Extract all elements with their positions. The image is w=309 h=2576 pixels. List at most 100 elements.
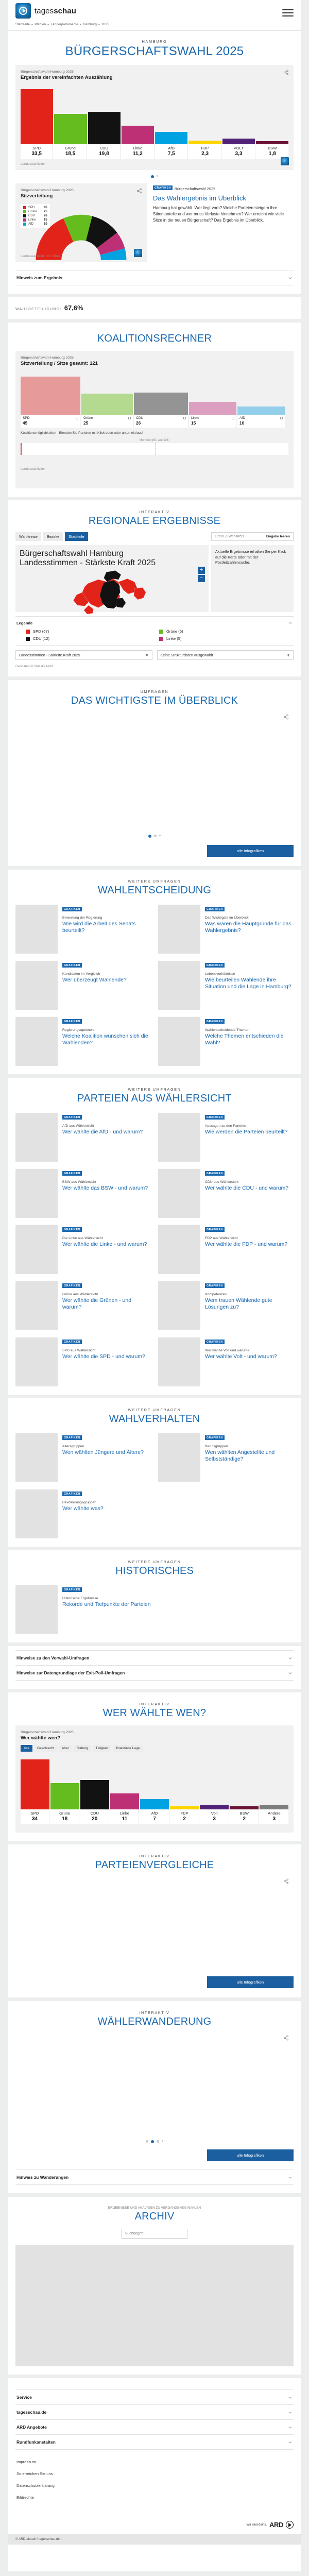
- teaser-title[interactable]: Wer wählte die Linke - und warum?: [62, 1241, 147, 1247]
- map-structure-select[interactable]: Keine Strukturdaten ausgewählt ⇕: [157, 650, 294, 660]
- filter-chip-bildung[interactable]: Bildung: [73, 1745, 91, 1752]
- teaser-title[interactable]: Wer wählte die AfD - und warum?: [62, 1129, 143, 1135]
- accordion-hinweis-wanderungen[interactable]: Hinweis zu Wanderungen: [15, 2170, 294, 2185]
- teaser-title[interactable]: Wer wählte die Grünen - und warum?: [62, 1297, 132, 1310]
- coalition-bar-column[interactable]: [134, 372, 188, 415]
- coalition-bar-column[interactable]: [237, 372, 285, 415]
- footer-accordion-rundfunkanstalten[interactable]: Rundfunkanstalten: [15, 2435, 294, 2450]
- teaser-title[interactable]: Rekorde und Tiefpunkte der Parteien: [62, 1601, 151, 1607]
- teaser-card[interactable]: GRAFIKEN SPD aus Wählersicht Wer wählte di…: [15, 1337, 151, 1386]
- teaser-card[interactable]: GRAFIKEN FDP aus Wählersicht Wer wählte di…: [158, 1225, 294, 1274]
- footer-accordion-service[interactable]: Service: [15, 2390, 294, 2405]
- hamburg-map[interactable]: [20, 570, 204, 615]
- menu-icon[interactable]: [282, 3, 294, 19]
- teaser-title[interactable]: Wem trauen Wählende gute Lösungen zu?: [205, 1297, 272, 1310]
- coalition-bar-column[interactable]: [189, 372, 236, 415]
- party-checkbox[interactable]: [128, 417, 131, 419]
- accordion-vorwahl-umfragen[interactable]: Hinweise zu den Vorwahl-Umfragen: [15, 1651, 294, 1666]
- tab-wahlkreise[interactable]: Wahlkreise: [15, 532, 41, 541]
- teaser-title[interactable]: Wer wählte die FDP - und warum?: [205, 1241, 288, 1247]
- tab-bezirke[interactable]: Bezirke: [43, 532, 63, 541]
- teaser-card[interactable]: GRAFIKEN Die Linke aus Wählersicht Wer wäh…: [15, 1225, 151, 1274]
- carousel-dot-1[interactable]: [146, 2140, 148, 2143]
- share-icon[interactable]: [283, 1878, 289, 1884]
- zoom-out-button[interactable]: −: [198, 575, 205, 582]
- teaser-card[interactable]: GRAFIKEN AfD aus Wählersicht Wer wählte di…: [15, 1113, 151, 1162]
- share-icon[interactable]: [283, 70, 289, 75]
- teaser-card[interactable]: GRAFIKEN Berufsgruppen Wen wählten Angeste…: [158, 1433, 294, 1482]
- teaser-title[interactable]: Wen wählten Jüngere und Ältere?: [62, 1449, 144, 1455]
- legend-header[interactable]: Legende: [16, 621, 293, 625]
- teaser-title[interactable]: Wer überzeugt Wählende?: [62, 977, 127, 983]
- coalition-bar-column[interactable]: [21, 372, 80, 415]
- footer-link-bildrechte[interactable]: Bildrechte: [16, 2495, 34, 2500]
- archive-search-input[interactable]: [122, 2229, 187, 2239]
- carousel-dot-4[interactable]: [162, 2140, 163, 2142]
- teaser-card[interactable]: GRAFIKEN Historische Ergebnisse Rekorde un…: [15, 1585, 151, 1634]
- filter-chip-geschlecht[interactable]: Geschlecht: [34, 1745, 57, 1752]
- carousel-dot-3[interactable]: [159, 835, 161, 836]
- coalition-bar-column[interactable]: [81, 372, 133, 415]
- filter-chip-alter[interactable]: Alter: [59, 1745, 72, 1752]
- teaser-title[interactable]: Wer wählte die SPD - und warum?: [62, 1353, 145, 1360]
- coalition-bar-grüne[interactable]: [81, 394, 133, 415]
- footer-accordion-ard-angebote[interactable]: ARD Angebote: [15, 2420, 294, 2435]
- teaser-title[interactable]: Welche Themen entschieden die Wahl?: [205, 1033, 284, 1046]
- overview-carousel-dots[interactable]: [15, 835, 294, 838]
- teaser-title[interactable]: Wen wählten Angestellte und Selbstständi…: [205, 1449, 275, 1462]
- region-search[interactable]: Eingabe leeren: [211, 532, 294, 541]
- teaser-card[interactable]: GRAFIKEN Grüne aus Wählersicht Wer wählte …: [15, 1281, 151, 1330]
- compare-all-infographics-button[interactable]: alle Infografiken: [207, 1976, 294, 1988]
- share-icon[interactable]: [136, 188, 142, 194]
- map-zoom-controls[interactable]: + −: [198, 567, 205, 583]
- all-infographics-button[interactable]: alle Infografiken: [207, 845, 294, 857]
- breadcrumb-item-3[interactable]: Hamburg: [83, 23, 97, 26]
- teaser-card[interactable]: GRAFIKEN Bevölkerungsgruppen Wer wählte wa…: [15, 1489, 151, 1538]
- region-search-input[interactable]: [215, 535, 256, 538]
- teaser-card[interactable]: GRAFIKEN Kompetenzen Wem trauen Wählende g…: [158, 1281, 294, 1330]
- map-card[interactable]: Bürgerschaftswahl Hamburg Landesstimmen …: [15, 545, 209, 615]
- share-icon[interactable]: [283, 714, 289, 720]
- party-checkbox[interactable]: [183, 417, 186, 419]
- brand[interactable]: tagesschau: [15, 3, 76, 19]
- teaser-card[interactable]: GRAFIKEN Altersgruppen Wen wählten Jüngere…: [15, 1433, 151, 1482]
- carousel-dots[interactable]: [15, 175, 294, 178]
- breadcrumb-item-1[interactable]: Wahlen: [35, 23, 46, 26]
- chevron-up-icon[interactable]: [288, 621, 293, 625]
- coalition-bars[interactable]: [21, 372, 288, 415]
- teaser-title[interactable]: Wer wählte die CDU - und warum?: [205, 1185, 289, 1191]
- carousel-dot-2[interactable]: [157, 175, 158, 177]
- accordion-hinweis-ergebnis[interactable]: Hinweis zum Ergebnis: [15, 270, 294, 285]
- carousel-dot-3[interactable]: [157, 2140, 159, 2143]
- migration-carousel-dots[interactable]: [15, 2140, 294, 2143]
- coalition-bar-afd[interactable]: [237, 406, 285, 415]
- share-icon[interactable]: [283, 2035, 289, 2041]
- teaser-card[interactable]: GRAFIKEN Lebensverhältnisse Wie beurteilen…: [158, 961, 294, 1010]
- whovoted-filter-chips[interactable]: Alle Geschlecht Alter Bildung Tätigkeit finan…: [21, 1745, 288, 1752]
- carousel-dot-2[interactable]: [154, 835, 157, 837]
- party-checkbox[interactable]: [76, 417, 78, 419]
- teaser-card[interactable]: GRAFIKEN Kandidaten im Vergleich Wer überz…: [15, 961, 151, 1010]
- teaser-card[interactable]: GRAFIKEN BSW aus Wählersicht Wer wählte da…: [15, 1169, 151, 1218]
- accordion-exitpoll-datengrundlage[interactable]: Hinweise zur Datengrundlage der Exit-Pol…: [15, 1666, 294, 1681]
- teaser-card[interactable]: GRAFIKEN Bewertung der Regierung Wie wird …: [15, 905, 151, 954]
- map-metric-select[interactable]: Landesstimmen - Stärkste Kraft 2025 ⇕: [15, 650, 152, 660]
- party-checkbox[interactable]: [232, 417, 234, 419]
- teaser-card[interactable]: GRAFIKEN Aussagen zu den Parteien Wie werd…: [158, 1113, 294, 1162]
- footer-accordion-tagesschau-de[interactable]: tagesschau.de: [15, 2405, 294, 2420]
- party-checkbox[interactable]: [280, 417, 283, 419]
- footer-link-so-erreichen-sie-uns[interactable]: So erreichen Sie uns: [16, 2471, 53, 2476]
- coalition-bar-cdu[interactable]: [134, 393, 188, 415]
- tab-stadtteile[interactable]: Stadtteile: [65, 532, 88, 541]
- carousel-dot-2[interactable]: [151, 2140, 154, 2143]
- teaser-title[interactable]: Welche Koalition wünschen sich die Wähle…: [62, 1033, 148, 1046]
- teaser-card[interactable]: GRAFIKEN Wahlentscheidende Themen Welche T…: [158, 1017, 294, 1066]
- teaser-title[interactable]: Wie werden die Parteien beurteilt?: [205, 1129, 288, 1135]
- filter-chip-finanzielle-lage[interactable]: finanzielle Lage: [113, 1745, 143, 1752]
- migration-all-infographics-button[interactable]: alle Infografiken: [207, 2149, 294, 2161]
- breadcrumb-item-4[interactable]: 2025: [101, 23, 109, 26]
- footer-link-impressum[interactable]: Impressum: [16, 2460, 36, 2464]
- coalition-bar-spd[interactable]: [21, 377, 80, 415]
- breadcrumb-item-0[interactable]: Startseite: [15, 23, 30, 26]
- teaser-title[interactable]: Wie wird die Arbeit des Senats beurteilt…: [62, 921, 136, 934]
